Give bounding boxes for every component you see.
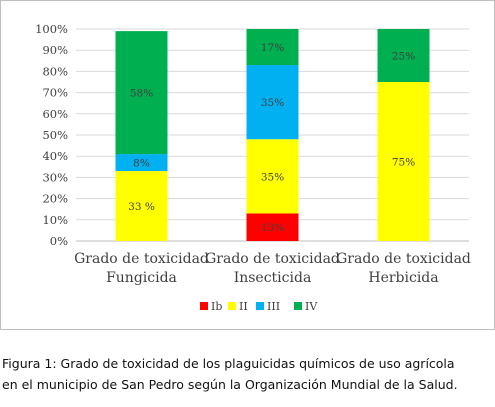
y-tick-label: 70% xyxy=(42,86,68,100)
y-tick-label: 90% xyxy=(42,43,68,57)
y-tick-label: 40% xyxy=(42,149,68,163)
data-label: 35% xyxy=(261,97,284,109)
y-tick-label: 80% xyxy=(42,64,68,78)
x-category-label: Herbicida xyxy=(368,270,438,286)
legend-label: IV xyxy=(305,300,318,313)
y-tick-label: 100% xyxy=(35,22,68,36)
y-tick-label: 30% xyxy=(42,170,68,184)
bar-segment xyxy=(246,29,299,66)
data-label: 35% xyxy=(261,171,284,183)
bar-segment xyxy=(377,29,430,82)
x-category-label: Grado de toxicidad xyxy=(205,251,340,267)
data-label: 8% xyxy=(133,158,150,170)
x-category-label: Grado de toxicidad xyxy=(74,251,209,267)
y-tick-label: 0% xyxy=(50,234,68,248)
x-category-label: Insecticida xyxy=(234,270,312,286)
bar-segment xyxy=(246,65,299,140)
x-category-label: Fungicida xyxy=(106,270,177,286)
data-label: 17% xyxy=(261,42,284,54)
y-tick-label: 60% xyxy=(42,107,68,121)
y-tick-label: 10% xyxy=(42,213,68,227)
data-label: 58% xyxy=(130,88,153,100)
data-label: 75% xyxy=(392,157,415,169)
bar-segment xyxy=(377,82,430,241)
legend-swatch xyxy=(200,302,208,310)
legend-label: II xyxy=(239,300,248,313)
chart-area: 0% 10% 20% 30% 40% 50% 60% 70% 80% 90% 100% 33 % 8% 5… xyxy=(0,0,495,330)
x-category-label: Grado de toxicidad xyxy=(336,251,471,267)
data-label: 25% xyxy=(392,51,415,63)
figure-caption: Figura 1: Grado de toxicidad de los plag… xyxy=(2,353,493,395)
legend-label: III xyxy=(267,300,280,313)
bar-segment xyxy=(246,139,299,214)
data-label: 13% xyxy=(261,222,284,234)
bar-segment xyxy=(246,213,299,241)
legend-label: Ib xyxy=(211,300,222,313)
bar-segment xyxy=(115,31,168,155)
legend-swatch xyxy=(228,302,236,310)
bar-segment xyxy=(115,171,168,241)
y-tick-label: 50% xyxy=(42,128,68,142)
data-label: 33 % xyxy=(128,201,155,213)
bar-segment xyxy=(115,154,168,172)
caption-line-2: en el municipio de San Pedro según la Or… xyxy=(2,377,458,392)
y-tick-label: 20% xyxy=(42,192,68,206)
legend-swatch xyxy=(256,302,264,310)
legend-swatch xyxy=(294,302,302,310)
caption-line-1: Figura 1: Grado de toxicidad de los plag… xyxy=(2,356,455,371)
stacked-bar-chart: 0% 10% 20% 30% 40% 50% 60% 70% 80% 90% 100% 33 % 8% 5… xyxy=(35,22,471,313)
